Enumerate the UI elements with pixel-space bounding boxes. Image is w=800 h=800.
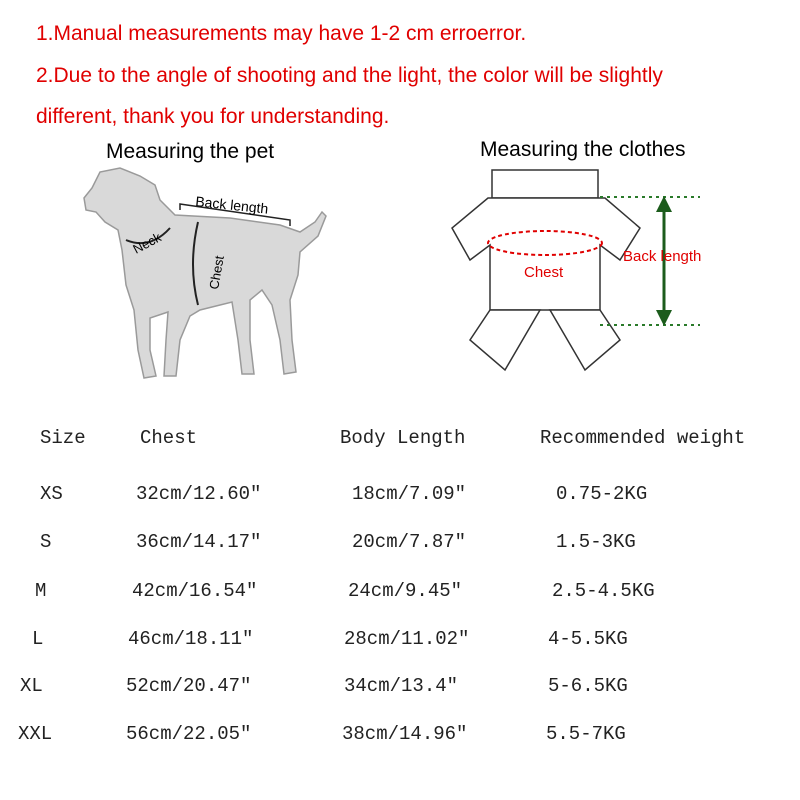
diagram-title: Measuring the clothes	[480, 138, 686, 161]
diagram-label: Back length	[623, 248, 701, 265]
diagram-label: Chest	[524, 264, 564, 281]
note: 2.Due to the angle of shooting and the l…	[36, 64, 663, 87]
table-cell: 5.5-7KG	[546, 723, 626, 745]
table-cell: 46cm/18.11″	[128, 628, 254, 650]
table-cell: 1.5-3KG	[556, 531, 636, 553]
size-cell: L	[32, 628, 44, 650]
table-header: Chest	[140, 427, 198, 449]
table-cell: 42cm/16.54″	[132, 580, 258, 602]
clothes-outline	[451, 169, 641, 372]
size-cell: S	[40, 531, 52, 553]
diagram-label: Chest	[206, 254, 227, 290]
note: different, thank you for understanding.	[36, 105, 390, 128]
arrow-head	[656, 196, 672, 326]
table-cell: 32cm/12.60″	[136, 483, 262, 505]
size-cell: XL	[20, 675, 43, 697]
table-header: Recommended weight	[540, 427, 746, 449]
measure-line	[125, 227, 171, 244]
size-cell: XXL	[18, 723, 53, 745]
table-cell: 4-5.5KG	[548, 628, 628, 650]
diagrams: Back length Neck Chest Chest Back length	[83, 167, 701, 379]
table-cell: 56cm/22.05″	[126, 723, 252, 745]
table-header: Body Length	[340, 427, 466, 449]
table-cell: 2.5-4.5KG	[552, 580, 655, 602]
table-cell: 52cm/20.47″	[126, 675, 252, 697]
measure-line	[192, 221, 199, 306]
table-cell: 0.75-2KG	[556, 483, 648, 505]
table-cell: 18cm/7.09″	[352, 483, 467, 505]
size-cell: M	[35, 580, 47, 602]
diagram-label: Back length	[195, 193, 269, 217]
table-cell: 24cm/9.45″	[348, 580, 463, 602]
diagram-title: Measuring the pet	[106, 140, 275, 163]
measure-line	[179, 203, 291, 226]
table-cell: 28cm/11.02″	[344, 628, 470, 650]
chest-line	[487, 230, 603, 256]
note: 1.Manual measurements may have 1-2 cm er…	[36, 22, 527, 45]
size-cell: XS	[40, 483, 63, 505]
table-header: Size	[40, 427, 86, 449]
dog-silhouette	[83, 167, 327, 379]
table-cell: 34cm/13.4″	[344, 675, 459, 697]
table-cell: 38cm/14.96″	[342, 723, 468, 745]
table-cell: 5-6.5KG	[548, 675, 628, 697]
table-cell: 36cm/14.17″	[136, 531, 262, 553]
table-cell: 20cm/7.87″	[352, 531, 467, 553]
